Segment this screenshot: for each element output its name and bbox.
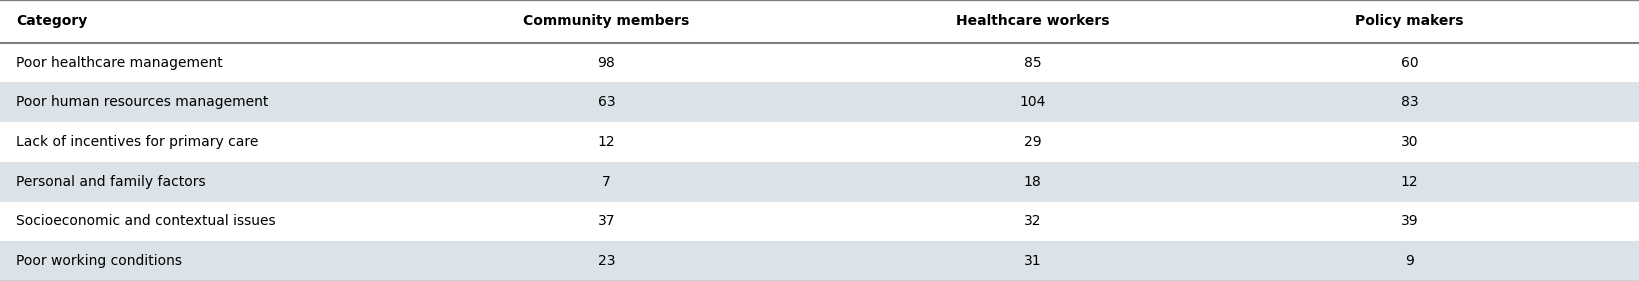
Text: 9: 9 (1405, 254, 1414, 268)
Bar (0, 162, 1639, 201)
Text: 60: 60 (1401, 56, 1418, 70)
Text: 85: 85 (1024, 56, 1041, 70)
Text: Healthcare workers: Healthcare workers (956, 14, 1110, 28)
Text: 12: 12 (598, 135, 615, 149)
Text: 98: 98 (598, 56, 615, 70)
Text: Lack of incentives for primary care: Lack of incentives for primary care (16, 135, 259, 149)
Bar (0, 122, 1639, 162)
Text: 104: 104 (1019, 95, 1046, 109)
Text: 7: 7 (602, 175, 611, 189)
Text: 83: 83 (1401, 95, 1418, 109)
Text: Category: Category (16, 14, 87, 28)
Bar (0, 241, 1639, 281)
Text: 32: 32 (1024, 214, 1041, 228)
Text: Socioeconomic and contextual issues: Socioeconomic and contextual issues (16, 214, 275, 228)
Text: Policy makers: Policy makers (1355, 14, 1464, 28)
Bar (0, 43, 1639, 82)
Text: 31: 31 (1024, 254, 1041, 268)
Text: 23: 23 (598, 254, 615, 268)
Text: Community members: Community members (523, 14, 690, 28)
Text: 30: 30 (1401, 135, 1418, 149)
Text: Personal and family factors: Personal and family factors (16, 175, 207, 189)
Text: Poor human resources management: Poor human resources management (16, 95, 269, 109)
Text: 12: 12 (1401, 175, 1418, 189)
Bar (0, 0, 1639, 43)
Text: 63: 63 (598, 95, 615, 109)
Text: 37: 37 (598, 214, 615, 228)
Bar (0, 82, 1639, 122)
Bar (0, 201, 1639, 241)
Text: Poor healthcare management: Poor healthcare management (16, 56, 223, 70)
Text: Poor working conditions: Poor working conditions (16, 254, 182, 268)
Text: 29: 29 (1024, 135, 1041, 149)
Text: 18: 18 (1024, 175, 1041, 189)
Text: 39: 39 (1401, 214, 1418, 228)
